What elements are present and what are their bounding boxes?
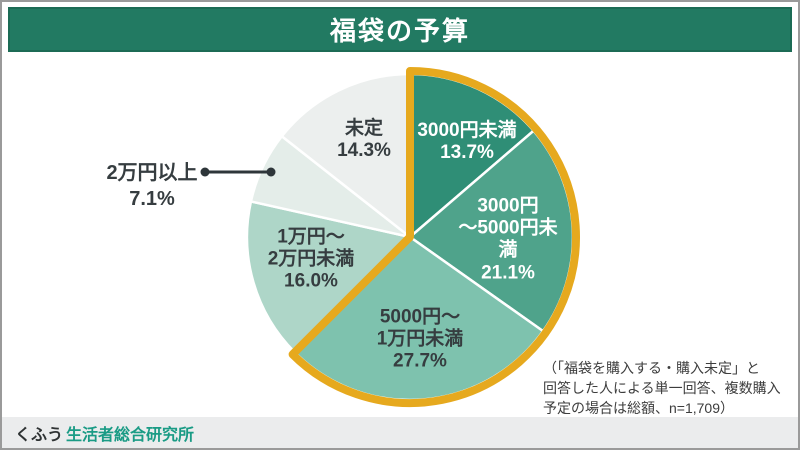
footer-brand: くふう bbox=[15, 426, 64, 444]
footer-organization: 生活者総合研究所 bbox=[66, 426, 195, 444]
highlight-outline bbox=[288, 67, 580, 407]
footer-bar: くふう 生活者総合研究所 bbox=[2, 417, 798, 448]
pie-slice-5 bbox=[280, 72, 412, 239]
title-bar: 福袋の予算 bbox=[8, 7, 792, 52]
page-title: 福袋の予算 bbox=[329, 16, 470, 46]
survey-note: （「福袋を購入する・購入未定」と 回答した人による単一回答、複数購入 予定の場合… bbox=[543, 360, 781, 416]
slice-label-over-20000: 2万円以上 7.1% bbox=[106, 162, 198, 210]
pie-slice-3 bbox=[245, 200, 412, 354]
leader-dot-0 bbox=[200, 167, 210, 177]
leader-dot-1 bbox=[266, 167, 276, 177]
